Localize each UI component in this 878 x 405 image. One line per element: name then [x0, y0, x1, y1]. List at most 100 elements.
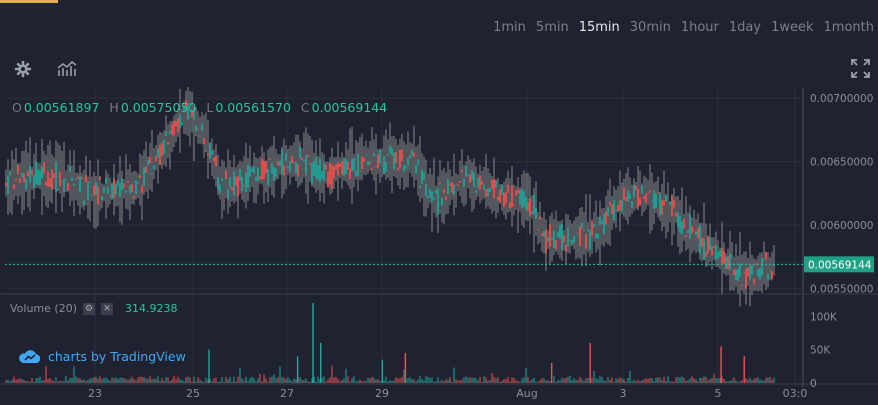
volume-bar — [759, 379, 761, 383]
candle-body — [689, 213, 691, 239]
volume-bar — [147, 378, 149, 383]
volume-bar — [605, 381, 607, 383]
candle-body — [275, 168, 277, 177]
volume-bar — [455, 379, 457, 383]
candle-body — [691, 226, 693, 234]
volume-bar — [679, 377, 681, 383]
candle-body — [681, 221, 683, 235]
interval-1day[interactable]: 1day — [728, 20, 762, 35]
candle-body — [539, 216, 541, 220]
price-tick-label: 0.00700000 — [810, 93, 873, 105]
volume-bar — [461, 379, 463, 383]
indicators-icon[interactable] — [57, 61, 77, 77]
candle-body — [645, 193, 647, 203]
volume-bar — [525, 368, 527, 383]
volume-bar — [559, 380, 561, 383]
volume-bar — [565, 377, 567, 383]
candle-body — [307, 154, 309, 157]
volume-bar — [531, 378, 533, 383]
candle-body — [157, 148, 159, 158]
candle-body — [397, 167, 399, 171]
volume-tick-label: 100K — [810, 311, 838, 323]
volume-bar — [641, 380, 643, 383]
volume-bar — [11, 379, 13, 383]
candle-body — [575, 235, 577, 237]
volume-bar — [447, 379, 449, 383]
candle-body — [181, 122, 183, 125]
candle-body — [387, 154, 389, 156]
candle-body — [523, 191, 525, 207]
candle-body — [759, 268, 761, 280]
interval-1month[interactable]: 1month — [823, 20, 874, 35]
volume-bar — [607, 377, 609, 383]
volume-bar — [29, 381, 31, 383]
candle-body — [169, 130, 171, 134]
volume-bar — [635, 381, 637, 383]
candle-body — [559, 225, 561, 239]
interval-30min[interactable]: 30min — [629, 20, 671, 35]
candle-body — [291, 156, 293, 164]
candle-body — [45, 181, 47, 186]
volume-bar — [111, 377, 113, 383]
candle-body — [673, 200, 675, 208]
volume-bar — [59, 380, 61, 383]
candle-body — [199, 135, 201, 137]
volume-bar — [583, 380, 585, 383]
interval-1hour[interactable]: 1hour — [680, 20, 719, 35]
volume-bar — [371, 376, 373, 383]
volume-bar — [65, 376, 67, 383]
interval-15min[interactable]: 15min — [578, 20, 620, 35]
volume-value: 314.9238 — [125, 302, 178, 315]
fullscreen-icon[interactable] — [851, 59, 870, 78]
volume-bar — [303, 380, 305, 383]
volume-bar — [475, 377, 477, 383]
candle-body — [165, 131, 167, 137]
candle-body — [203, 138, 205, 145]
candle-body — [463, 178, 465, 187]
interval-5min[interactable]: 5min — [535, 20, 569, 35]
candle-body — [113, 178, 115, 198]
tradingview-watermark[interactable]: charts by TradingView — [18, 349, 186, 364]
volume-bar — [367, 377, 369, 383]
candle-body — [153, 165, 155, 170]
interval-1week[interactable]: 1week — [771, 20, 814, 35]
gear-icon[interactable] — [13, 60, 33, 78]
volume-bar — [727, 381, 729, 383]
candle-body — [747, 267, 749, 277]
volume-bar — [323, 376, 325, 383]
volume-bar — [561, 377, 563, 383]
volume-bar — [703, 376, 705, 383]
volume-bar — [755, 377, 757, 383]
volume-bar — [231, 381, 233, 383]
volume-bar — [135, 380, 137, 383]
candle-body — [277, 161, 279, 166]
candle-body — [359, 170, 361, 172]
candle-body — [705, 251, 707, 258]
volume-bar — [617, 379, 619, 383]
candle-body — [573, 236, 575, 243]
candle-body — [11, 168, 13, 170]
candle-body — [589, 230, 591, 250]
volume-bar — [417, 379, 419, 383]
volume-bar — [713, 373, 715, 383]
volume-bar — [677, 376, 679, 383]
interval-1min[interactable]: 1min — [493, 20, 526, 35]
volume-settings-icon[interactable]: ⚙ — [83, 302, 95, 315]
candle-body — [255, 176, 257, 182]
candle-body — [527, 201, 529, 211]
ohlc-legend: O 0.00561897 H 0.00575050 L 0.00561570 C 0.0… — [12, 100, 387, 115]
volume-bar — [171, 379, 173, 383]
volume-bar — [509, 381, 511, 383]
volume-bar — [711, 378, 713, 383]
candle-body — [755, 263, 757, 265]
volume-bar — [737, 381, 739, 383]
volume-spike — [404, 353, 407, 383]
candle-body — [243, 185, 245, 187]
volume-bar — [233, 376, 235, 383]
candle-body — [61, 181, 63, 183]
candle-body — [383, 156, 385, 175]
volume-bar — [665, 381, 667, 383]
volume-close-icon[interactable]: ✕ — [101, 302, 113, 315]
volume-bar — [739, 381, 741, 383]
